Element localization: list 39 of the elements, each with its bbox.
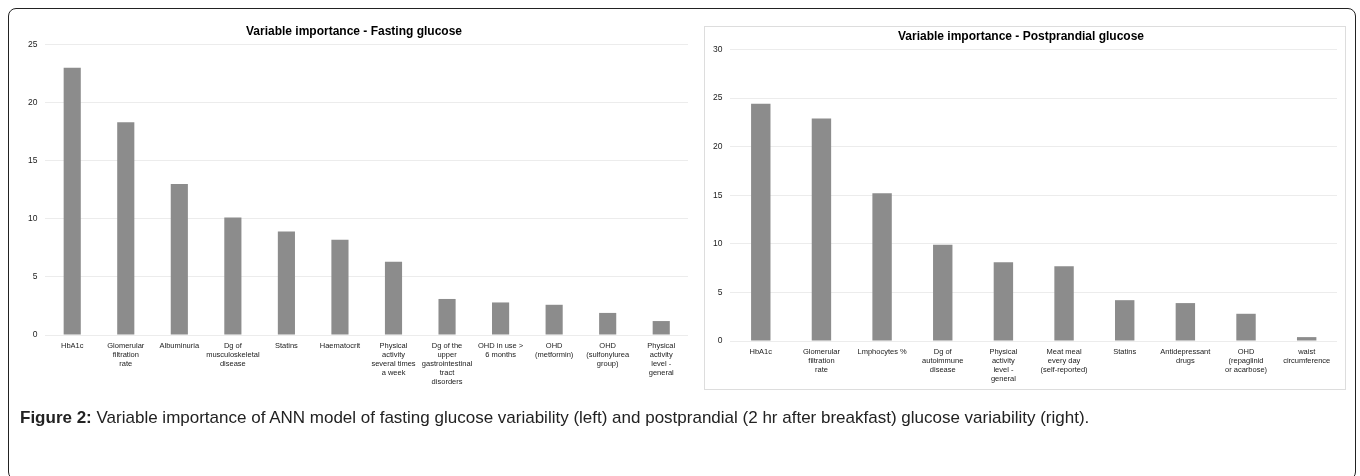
y-tick-label: 0 xyxy=(32,329,38,340)
bar xyxy=(751,103,771,341)
bar xyxy=(63,67,81,335)
y-tick-label: 20 xyxy=(27,96,38,107)
bar xyxy=(384,261,403,335)
bar xyxy=(277,231,295,335)
bar xyxy=(993,262,1014,341)
bar xyxy=(1175,303,1196,341)
y-tick-label: 25 xyxy=(712,92,723,103)
y-tick-label: 15 xyxy=(27,154,38,165)
bar xyxy=(117,122,135,335)
bar xyxy=(1296,337,1317,341)
bar xyxy=(811,118,832,341)
chart-title: Variable importance - Fasting glucose xyxy=(245,23,463,38)
y-tick-label: 0 xyxy=(717,335,723,346)
bar xyxy=(492,302,510,335)
y-tick-label: 25 xyxy=(27,38,38,49)
bar xyxy=(331,239,349,335)
bar xyxy=(1115,300,1135,341)
y-tick-label: 30 xyxy=(712,43,723,54)
y-tick-label: 20 xyxy=(712,140,723,151)
text: Variable importance of ANN model of fasting glucose variability (left) and postprandial (2 hr after breakfast) glucose variability (right). xyxy=(96,408,1090,427)
y-tick-label: 5 xyxy=(32,271,38,282)
chart-title: Variable importance - Postprandial glucose xyxy=(897,28,1145,43)
bar xyxy=(545,304,563,335)
bar xyxy=(872,193,892,341)
y-tick-label: 15 xyxy=(712,189,723,200)
y-tick-label: 10 xyxy=(27,213,38,224)
caption: Figure 2: xyxy=(20,408,92,427)
bar xyxy=(933,244,953,341)
bar xyxy=(438,298,456,335)
bar xyxy=(1054,266,1074,341)
y-tick-label: 10 xyxy=(712,238,723,249)
bar xyxy=(1236,313,1256,341)
bar xyxy=(170,183,188,335)
y-tick-label: 5 xyxy=(717,286,723,297)
bar xyxy=(599,312,617,335)
bar xyxy=(652,321,670,335)
bar xyxy=(224,217,242,335)
